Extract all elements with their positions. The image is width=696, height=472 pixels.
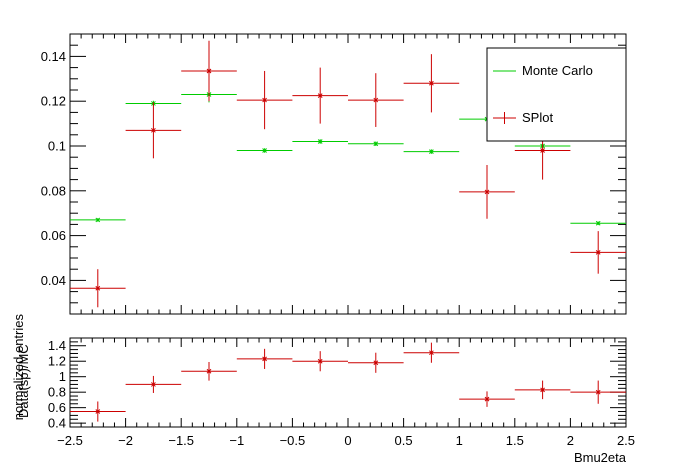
splot-point xyxy=(181,40,237,102)
mc-marker xyxy=(262,148,267,153)
splot-point xyxy=(403,54,460,113)
top-data-marks xyxy=(70,40,626,308)
splot-point xyxy=(70,269,126,308)
splot-marker xyxy=(373,97,379,103)
splot-marker xyxy=(206,68,212,74)
y-tick-label: 0.08 xyxy=(41,183,66,198)
splot-point xyxy=(236,70,293,130)
ratio-point xyxy=(181,361,237,381)
ratio-marker xyxy=(484,396,490,402)
xlabel: Bmu2eta xyxy=(574,450,627,465)
ratio-point xyxy=(292,351,348,372)
splot-point xyxy=(459,165,515,219)
mc-marker xyxy=(595,220,601,226)
y-tick-label: 0.8 xyxy=(48,385,66,400)
ratio-marker xyxy=(262,356,267,362)
splot-marker xyxy=(540,148,545,153)
x-tick-label: 2 xyxy=(567,433,574,448)
ratio-point xyxy=(348,352,404,373)
y-tick-label: 0.04 xyxy=(41,273,66,288)
bottom-data-marks xyxy=(70,342,626,422)
splot-point xyxy=(348,73,404,127)
legend-mc-label: Monte Carlo xyxy=(522,63,593,78)
splot-point xyxy=(570,231,626,274)
x-tick-label: −2 xyxy=(118,433,133,448)
mc-point xyxy=(348,141,404,147)
splot-point xyxy=(125,102,182,159)
splot-marker xyxy=(151,127,156,133)
y-tick-label: 0.12 xyxy=(41,94,66,109)
mc-point xyxy=(403,149,460,154)
top-ylabel: normalized entries xyxy=(11,314,26,421)
y-tick-label: 0.4 xyxy=(48,416,66,431)
x-tick-label: −2.5 xyxy=(57,433,83,448)
y-tick-label: 0.06 xyxy=(41,228,66,243)
splot-marker xyxy=(95,285,101,291)
y-tick-label: 0.1 xyxy=(48,139,66,154)
ratio-marker xyxy=(206,368,212,374)
y-tick-label: 1 xyxy=(59,369,66,384)
x-tick-label: 0 xyxy=(344,433,351,448)
x-tick-label: −0.5 xyxy=(280,433,306,448)
splot-marker xyxy=(317,93,323,98)
ratio-marker xyxy=(540,387,545,393)
mc-point xyxy=(292,139,348,144)
mc-point xyxy=(70,217,126,223)
legend-splot-label: SPlot xyxy=(522,110,553,125)
ratio-point xyxy=(514,380,571,400)
bottom-ylabel: Data(sp)/MC xyxy=(16,344,31,418)
splot-marker xyxy=(484,189,490,195)
mc-marker xyxy=(317,139,323,144)
legend-box xyxy=(486,47,627,142)
ratio-marker xyxy=(429,350,434,356)
splot-marker xyxy=(262,97,267,103)
mc-point xyxy=(570,220,626,226)
ratio-marker xyxy=(151,382,156,387)
splot-point xyxy=(292,67,348,124)
x-tick-label: 1.5 xyxy=(506,433,524,448)
x-tick-label: 2.5 xyxy=(617,433,635,448)
splot-marker xyxy=(595,250,601,255)
ratio-point xyxy=(459,391,515,407)
y-tick-label: 1.2 xyxy=(48,354,66,369)
ratio-point xyxy=(570,380,626,404)
ratio-marker xyxy=(95,409,101,414)
x-tick-label: 0.5 xyxy=(395,433,413,448)
mc-point xyxy=(236,148,293,153)
splot-marker xyxy=(429,80,434,86)
ratio-point xyxy=(70,401,126,422)
ratio-marker xyxy=(317,358,323,364)
x-tick-label: 1 xyxy=(456,433,463,448)
mc-marker xyxy=(429,149,434,154)
legend: Monte Carlo SPlot xyxy=(486,47,627,142)
ratio-point xyxy=(236,348,293,369)
ratio-marker xyxy=(595,389,601,395)
ratio-point xyxy=(125,375,182,393)
y-tick-label: 1.4 xyxy=(48,338,66,353)
y-tick-label: 0.6 xyxy=(48,400,66,415)
mc-marker xyxy=(95,217,101,223)
x-tick-label: −1.5 xyxy=(168,433,194,448)
mc-marker xyxy=(373,141,379,147)
ratio-point xyxy=(403,342,460,363)
ratio-marker xyxy=(373,360,379,366)
y-tick-label: 0.14 xyxy=(41,49,66,64)
bottom-axis-ticks: −2.5 −2 −1.5 −1 −0.5 0 0.5 1 1.5 2 2.50.40.60.811.… xyxy=(48,337,635,448)
x-tick-label: −1 xyxy=(229,433,244,448)
